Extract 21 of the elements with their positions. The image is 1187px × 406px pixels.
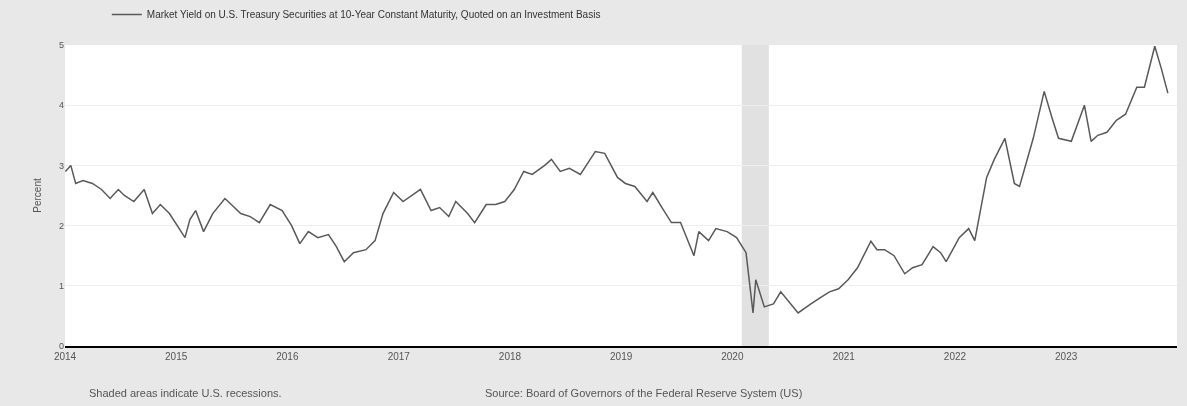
legend-label: Market Yield on U.S. Treasury Securities at 10-Year Constant Maturity, Quoted on an Investment Basis [146,9,601,21]
x-tick-label: 2022 [943,351,967,362]
y-tick-label: 4 [58,100,64,111]
x-tick-label: 2020 [721,351,744,362]
source-note: Source: Board of Governors of the Federal Reserve System (US) [485,387,803,399]
y-axis-title: Percent [31,178,43,213]
x-tick-label: 2016 [276,351,299,362]
y-tick-label: 3 [58,160,64,171]
y-tick-label: 0 [58,341,64,352]
line-series [65,45,1169,314]
y-tick-label: 5 [58,40,64,51]
x-tick-label: 2023 [1055,351,1078,362]
x-tick-label: 2015 [165,351,188,362]
x-tick-label: 2021 [832,351,856,362]
y-tick-label: 2 [58,220,64,231]
x-tick-label: 2014 [53,351,77,362]
x-tick-label: 2018 [498,351,522,362]
x-tick-label: 2019 [610,351,633,362]
y-tick-label: 1 [58,280,64,291]
x-tick-label: 2017 [387,351,411,362]
text: Shaded areas indicate U.S. recessions. [89,387,282,399]
